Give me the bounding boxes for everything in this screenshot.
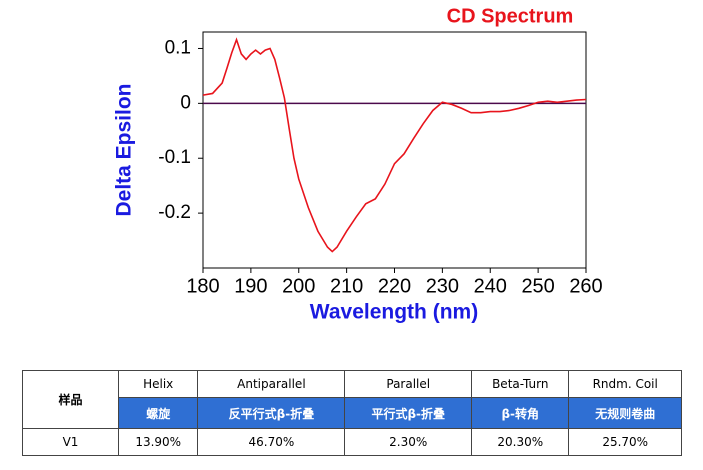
x-tick-label: 180 bbox=[186, 275, 219, 297]
col-zh: 螺旋 bbox=[117, 397, 199, 429]
cell: 25.70% bbox=[568, 428, 682, 456]
y-tick-label: -0.1 bbox=[158, 147, 191, 168]
y-tick-label: 0.1 bbox=[165, 37, 191, 58]
cell: 2.30% bbox=[344, 428, 473, 456]
x-axis-label: Wavelength (nm) bbox=[310, 301, 478, 324]
plot-frame bbox=[202, 31, 587, 269]
cell: V1 bbox=[22, 428, 119, 456]
col-zh: 平行式β-折叠 bbox=[344, 397, 473, 429]
cell: 46.70% bbox=[197, 428, 346, 456]
cell: 13.90% bbox=[117, 428, 199, 456]
x-tick-label: 250 bbox=[521, 275, 554, 297]
chart: CD Spectrum Wavelength (nm) Delta Epsilo… bbox=[113, 5, 603, 324]
spectrum-line bbox=[202, 37, 587, 253]
x-tick-label: 230 bbox=[426, 275, 459, 297]
col-zh: 无规则卷曲 bbox=[568, 397, 682, 429]
col-zh: 反平行式β-折叠 bbox=[197, 397, 346, 429]
x-tick-label: 210 bbox=[330, 275, 363, 297]
x-tick-label: 190 bbox=[234, 275, 267, 297]
x-tick-label: 240 bbox=[474, 275, 507, 297]
x-tick-label: 220 bbox=[378, 275, 411, 297]
col-en: Rndm. Coil bbox=[568, 370, 682, 398]
col-en: Parallel bbox=[344, 370, 473, 398]
y-tick-label: 0 bbox=[180, 92, 191, 113]
table-header: 样品 bbox=[22, 370, 119, 429]
cell: 20.30% bbox=[471, 428, 570, 456]
y-tick-label: -0.2 bbox=[158, 202, 191, 223]
result-table: 样品 Helix Antiparallel Parallel Beta-Turn… bbox=[22, 370, 682, 456]
col-en: Beta-Turn bbox=[471, 370, 570, 398]
chart-title: CD Spectrum bbox=[447, 5, 574, 27]
y-axis-label: Delta Epsilon bbox=[113, 83, 136, 216]
col-en: Antiparallel bbox=[197, 370, 346, 398]
x-tick-label: 260 bbox=[569, 275, 602, 297]
x-tick-label: 200 bbox=[282, 275, 315, 297]
col-en: Helix bbox=[117, 370, 199, 398]
col-zh: β-转角 bbox=[471, 397, 570, 429]
